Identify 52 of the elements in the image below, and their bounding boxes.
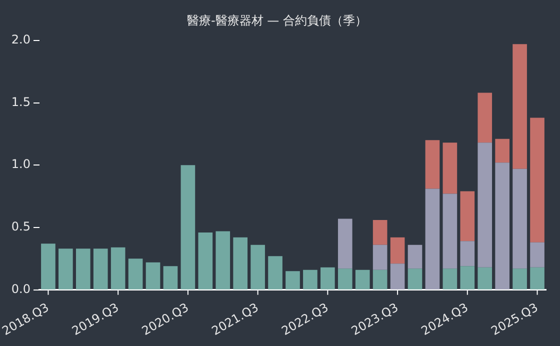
bar — [303, 270, 318, 290]
bar — [355, 270, 370, 290]
bar — [495, 162, 510, 290]
chart-title: 醫療-醫療器材 — 合約負債（季） — [187, 13, 367, 28]
bar — [372, 244, 388, 270]
bar — [338, 268, 352, 290]
bar — [478, 267, 492, 290]
bar — [198, 232, 213, 290]
bar — [408, 244, 422, 269]
bar — [442, 194, 458, 269]
bar — [512, 44, 527, 169]
bar — [390, 264, 405, 290]
bar — [512, 168, 527, 269]
bar — [372, 270, 388, 290]
y-tick-label: 1.5 — [11, 94, 30, 109]
bar — [425, 140, 440, 189]
bar — [442, 142, 458, 194]
bar — [478, 142, 492, 268]
bar — [233, 237, 248, 290]
bar — [76, 248, 90, 290]
bar — [530, 267, 544, 290]
bar — [372, 220, 388, 245]
bar — [460, 191, 475, 242]
bar — [460, 241, 475, 266]
bar — [530, 242, 544, 268]
y-tick-label: 2.0 — [11, 32, 30, 47]
bar — [338, 218, 352, 269]
bar — [530, 118, 544, 242]
bar — [320, 267, 335, 290]
y-tick-label: 0.5 — [11, 220, 30, 234]
y-tick-label: 0.0 — [11, 282, 30, 296]
bar — [512, 268, 527, 290]
bar — [58, 248, 73, 290]
bar — [425, 188, 440, 290]
bar — [163, 266, 178, 290]
bar — [408, 268, 422, 290]
bar — [110, 247, 126, 290]
bar — [41, 244, 56, 290]
bar — [390, 237, 405, 264]
bar — [128, 258, 143, 290]
bar — [460, 266, 475, 290]
bar — [180, 165, 196, 290]
y-tick-label: 1.0 — [11, 157, 30, 172]
bar — [146, 262, 160, 290]
bar — [478, 92, 492, 143]
bar — [286, 271, 300, 290]
bar — [442, 268, 458, 290]
bar — [268, 256, 282, 290]
bar — [250, 244, 265, 290]
bar — [216, 231, 230, 290]
bar — [93, 248, 108, 290]
bar — [495, 138, 510, 163]
